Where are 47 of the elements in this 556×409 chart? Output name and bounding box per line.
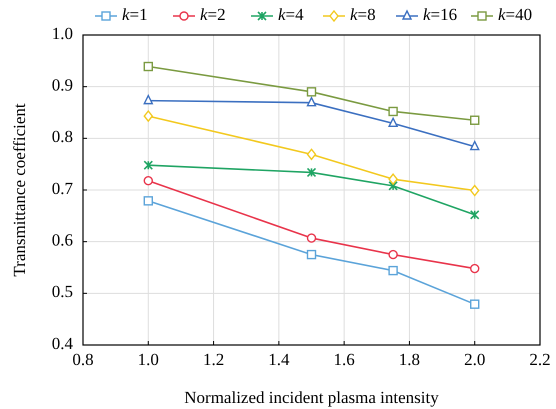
legend-label: k=40 [498,4,532,24]
x-tick-label: 1.8 [398,350,420,369]
point [470,140,480,150]
y-tick-label: 0.7 [52,178,74,198]
legend-label: k=4 [278,4,304,24]
x-tick-label: 2.0 [464,350,486,369]
point [306,87,316,97]
x-tick-label: 2.2 [529,350,551,369]
legend-label: k=2 [200,4,226,24]
legend-label: k=16 [423,4,458,24]
point [306,233,316,243]
point [306,148,316,160]
point [470,299,480,309]
y-tick-label: 1.0 [52,24,73,43]
point [306,168,316,178]
point [470,116,480,125]
legend-label: k=8 [350,4,376,24]
y-tick-label: 0.5 [52,282,73,302]
point [388,250,398,260]
point [306,96,316,106]
point [470,184,480,196]
point [388,106,398,116]
point [144,196,153,206]
y-tick-label: 0.8 [52,127,73,146]
legend-label: k=1 [122,4,148,24]
y-tick-label: 0.6 [52,230,73,250]
point [143,160,154,170]
x-tick-label: 0.8 [72,350,94,369]
point [144,110,153,122]
y-axis-title: Transmittance coefficient [10,103,29,277]
point [144,176,153,186]
point [144,94,153,104]
point [388,181,398,191]
point [144,62,153,72]
point [388,266,398,276]
x-tick-label: 1.2 [202,350,224,369]
point [388,173,398,185]
x-tick-label: 1.0 [138,350,159,369]
y-tick-label: 0.9 [52,76,73,95]
x-tick-label: 1.4 [268,350,290,369]
point [388,118,398,128]
y-tick-label: 0.4 [52,334,74,353]
x-tick-label: 1.6 [334,350,355,369]
x-axis-title: Normalized incident plasma intensity [184,388,440,407]
point [306,250,316,260]
point [470,264,480,274]
point [470,210,480,220]
